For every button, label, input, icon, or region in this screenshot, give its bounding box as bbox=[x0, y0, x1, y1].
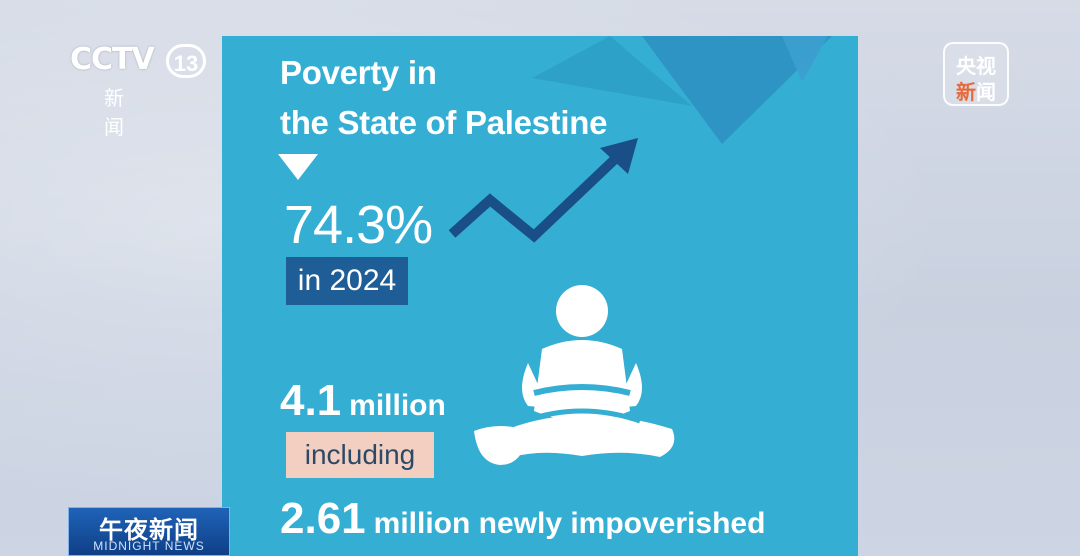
cctv13-channel-logo: CCTV 13 新闻 bbox=[70, 42, 206, 139]
down-triangle-icon bbox=[278, 154, 318, 180]
trend-up-arrow-icon bbox=[448, 138, 638, 243]
total-number: 4.1 bbox=[280, 376, 342, 425]
decorative-triangles bbox=[532, 36, 832, 144]
badge-top-text: 央视 bbox=[956, 54, 996, 78]
year-label: in 2024 bbox=[286, 257, 408, 305]
program-subtitle: MIDNIGHT NEWS bbox=[93, 539, 205, 553]
newly-impoverished-line: 2.61 million newly impoverished bbox=[280, 494, 765, 544]
cctv-logo-text: CCTV bbox=[70, 42, 155, 77]
badge-bottom-char-2: 闻 bbox=[976, 80, 996, 104]
channel-subtitle: 新闻 bbox=[104, 86, 138, 139]
title-line-1: Poverty in bbox=[280, 54, 437, 91]
infographic-title: Poverty in the State of Palestine bbox=[280, 48, 607, 148]
infographic-panel: Poverty in the State of Palestine 74.3% … bbox=[222, 36, 858, 556]
poverty-rate: 74.3% bbox=[284, 195, 433, 255]
newly-text: million newly impoverished bbox=[373, 507, 766, 540]
cctv-news-badge: 央视 新闻 bbox=[943, 42, 1009, 106]
badge-bottom-text: 新闻 bbox=[945, 76, 1007, 105]
title-line-2: the State of Palestine bbox=[280, 104, 608, 141]
seated-person-with-bowl-icon bbox=[474, 285, 675, 465]
badge-bottom-char-1: 新 bbox=[956, 80, 976, 104]
including-label: including bbox=[286, 432, 434, 478]
newly-number: 2.61 bbox=[280, 494, 366, 543]
total-unit: million bbox=[349, 389, 446, 422]
program-title: 午夜新闻 bbox=[99, 516, 199, 544]
channel-number: 13 bbox=[166, 44, 206, 78]
program-logo: 午夜新闻 MIDNIGHT NEWS bbox=[68, 507, 230, 556]
total-poor-line: 4.1 million bbox=[280, 376, 446, 426]
